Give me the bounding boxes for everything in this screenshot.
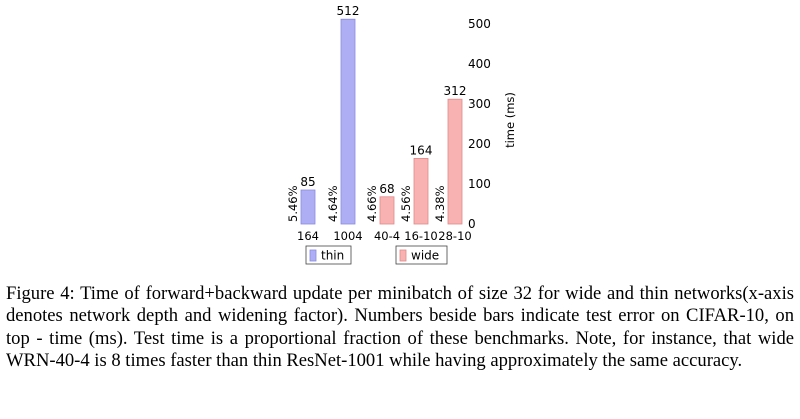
category-label: 28-10 <box>438 229 471 243</box>
y-tick-label: 100 <box>468 177 491 191</box>
figure-caption: Figure 4: Time of forward+backward updat… <box>6 283 794 372</box>
y-axis-title: time (ms) <box>503 92 517 148</box>
category-label: 1004 <box>333 229 362 243</box>
legend-label-wide: wide <box>411 249 439 263</box>
bar-chart: 855.46% 164 512 4.64% 1004 684.66% 40-4 164 4.56… <box>286 4 517 265</box>
value-label: 512 <box>337 4 360 18</box>
error-label: 5.46% <box>286 185 300 222</box>
y-tick-label: 300 <box>468 97 491 111</box>
y-tick-label: 400 <box>468 57 491 71</box>
bar-thin-164 <box>300 189 316 225</box>
y-axis: 0 100 200 300 400 500 time (ms) <box>468 17 517 231</box>
legend-box-thin <box>305 245 352 265</box>
value-label: 68 <box>379 182 394 196</box>
legend: thin wide <box>305 245 448 265</box>
error-label: 4.56% <box>399 185 413 222</box>
bar-wide-16-10 <box>413 157 429 225</box>
bar-thin-1004 <box>340 18 356 225</box>
y-tick-label: 500 <box>468 17 491 31</box>
error-label: 4.38% <box>433 185 447 222</box>
category-label: 164 <box>297 229 319 243</box>
legend-box-wide <box>395 245 448 265</box>
bars-layer <box>300 18 463 225</box>
legend-swatch-thin <box>309 249 317 262</box>
category-label: 40-4 <box>374 229 400 243</box>
error-label: 4.66% <box>365 185 379 222</box>
error-label: 4.64% <box>326 185 340 222</box>
y-tick-label: 0 <box>468 217 476 231</box>
y-tick-label: 200 <box>468 137 491 151</box>
value-label: 85 <box>300 175 315 189</box>
legend-label-thin: thin <box>321 249 344 263</box>
value-label: 312 <box>444 84 467 98</box>
value-label: 164 <box>410 143 433 157</box>
labels-layer: 855.46% 164 512 4.64% 1004 684.66% 40-4 164 4.56… <box>286 4 472 243</box>
bar-wide-28-10 <box>447 98 463 225</box>
legend-swatch-wide <box>399 249 407 262</box>
bar-wide-40-4 <box>379 196 395 225</box>
category-label: 16-10 <box>404 229 437 243</box>
